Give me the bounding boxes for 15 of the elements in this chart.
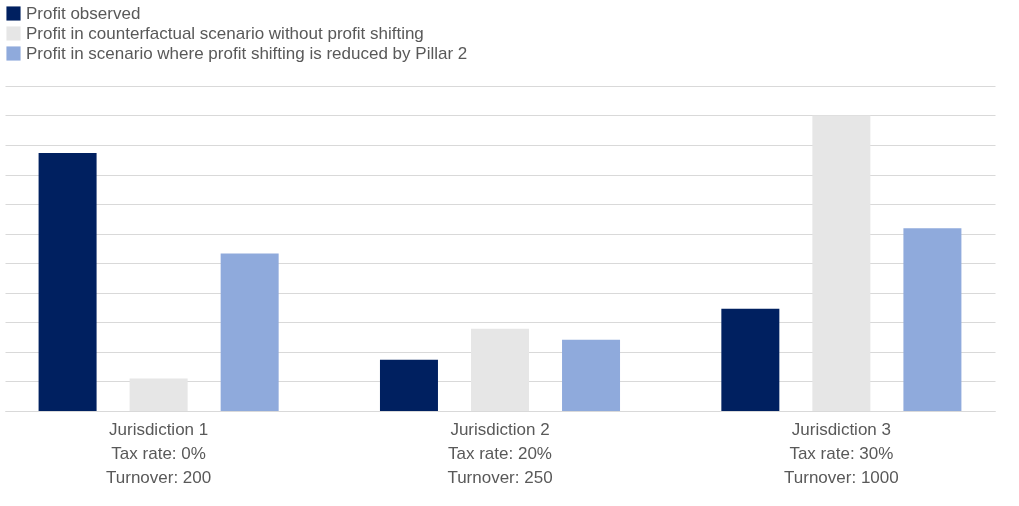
bar	[38, 153, 97, 411]
bar	[220, 253, 279, 411]
bar	[129, 378, 188, 411]
legend-label: Profit observed	[26, 3, 141, 23]
x-tick-label: Jurisdiction 2 Tax rate: 20% Turnover: 250	[447, 419, 553, 487]
bar	[721, 308, 780, 411]
bar	[562, 339, 621, 411]
bar	[903, 228, 962, 411]
bar	[812, 115, 871, 411]
bar	[379, 359, 438, 411]
x-tick-label: Jurisdiction 1 Tax rate: 0% Turnover: 200	[106, 419, 212, 487]
legend-label: Profit in scenario where profit shifting is reduced by Pillar 2	[26, 43, 468, 63]
bar	[471, 328, 529, 411]
legend-label: Profit in counterfactual scenario without profit shifting	[26, 23, 424, 43]
x-tick-label: Jurisdiction 3 Tax rate: 30% Turnover: 1000	[784, 419, 899, 487]
